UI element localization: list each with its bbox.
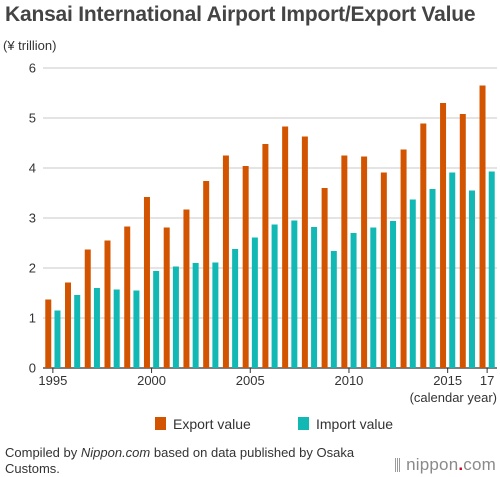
- x-tick-label: 2000: [137, 373, 166, 388]
- import-bar-2007: [291, 220, 298, 368]
- import-bar-1998: [113, 289, 120, 368]
- x-tick-label: 2010: [334, 373, 363, 388]
- export-bar-2002: [183, 209, 190, 368]
- y-tick-label: 4: [29, 161, 36, 176]
- export-bar-2010: [341, 155, 348, 368]
- export-bar-1997: [84, 249, 91, 368]
- grid-layer: [43, 67, 497, 369]
- export-bar-2006: [262, 144, 269, 368]
- logo-tld: com: [463, 455, 496, 474]
- y-tick-label: 3: [29, 211, 36, 226]
- export-bar-2003: [203, 181, 210, 368]
- legend-swatch: [298, 417, 309, 430]
- export-bar-1999: [124, 226, 131, 368]
- import-bar-1996: [74, 295, 81, 368]
- import-bar-2010: [350, 233, 357, 368]
- export-bar-2001: [163, 227, 170, 368]
- x-tick-label: 1995: [38, 373, 67, 388]
- x-tick-labels: 1995 2000 2005 2010 2015 17: [38, 368, 494, 388]
- legend-label: Export value: [173, 416, 251, 432]
- export-bar-2007: [282, 126, 289, 368]
- export-bar-2012: [380, 172, 387, 368]
- y-axis-label: (¥ trillion): [3, 38, 56, 53]
- logo-dot: .: [458, 455, 464, 474]
- source-note: Compiled by Nippon.com based on data pub…: [5, 445, 365, 477]
- chart-title: Kansai International Airport Import/Expo…: [5, 3, 476, 26]
- y-tick-label: 6: [29, 61, 36, 76]
- export-bar-2016: [459, 114, 466, 368]
- chart-svg: (¥ trillion) 0 1 2 3 4 5 6 1995 2000 2005 2010 201…: [3, 38, 497, 432]
- y-tick-label: 0: [29, 361, 36, 376]
- import-bar-2002: [192, 263, 199, 368]
- import-bar-2013: [409, 199, 416, 368]
- export-bar-1996: [65, 282, 72, 368]
- nippon-logo: nippon. com: [395, 455, 496, 475]
- import-bar-2009: [330, 251, 337, 368]
- import-bar-1995: [54, 310, 61, 368]
- legend: Export value Import value: [155, 416, 393, 432]
- source-note-site: Nippon.com: [80, 445, 151, 460]
- export-bar-1995: [45, 299, 52, 368]
- import-bar-2017: [488, 171, 495, 368]
- x-tick-label: 2015: [433, 373, 462, 388]
- source-note-suffix: based on data published by Osaka Customs…: [5, 445, 355, 476]
- y-tick-labels: 0 1 2 3 4 5 6: [29, 61, 36, 376]
- logo-mark-icon: [395, 458, 401, 472]
- export-bar-2011: [361, 156, 368, 368]
- x-axis-label: (calendar year): [410, 390, 497, 405]
- x-tick-label: 17: [480, 373, 494, 388]
- export-bar-2013: [400, 149, 407, 368]
- export-bar-1998: [104, 240, 111, 368]
- export-bar-2017: [479, 85, 486, 368]
- export-bar-2000: [143, 197, 150, 368]
- import-bar-2012: [390, 221, 397, 368]
- import-bar-2004: [232, 249, 239, 368]
- bars: [45, 85, 495, 368]
- export-bar-2008: [301, 136, 308, 368]
- import-bar-2000: [153, 271, 160, 368]
- export-bar-2004: [222, 155, 229, 368]
- source-note-prefix: Compiled by: [5, 445, 81, 460]
- import-bar-2006: [271, 224, 278, 368]
- import-bar-2015: [449, 172, 456, 368]
- y-tick-label: 2: [29, 261, 36, 276]
- y-tick-label: 1: [29, 311, 36, 326]
- import-bar-2005: [251, 237, 258, 368]
- import-bar-2001: [172, 266, 179, 368]
- import-bar-2008: [311, 227, 318, 368]
- import-bar-2011: [370, 227, 377, 368]
- x-tick-label: 2005: [236, 373, 265, 388]
- legend-swatch: [155, 417, 166, 430]
- legend-label: Import value: [316, 416, 393, 432]
- logo-name: nippon: [406, 455, 459, 474]
- import-bar-2003: [212, 262, 219, 368]
- export-bar-2009: [321, 188, 328, 368]
- y-tick-label: 5: [29, 111, 36, 126]
- export-bar-2015: [440, 103, 447, 368]
- import-bar-2016: [468, 190, 475, 368]
- import-bar-1999: [133, 290, 140, 368]
- export-bar-2014: [420, 123, 427, 368]
- import-bar-1997: [93, 288, 100, 368]
- export-bar-2005: [242, 166, 249, 368]
- import-bar-2014: [429, 189, 436, 368]
